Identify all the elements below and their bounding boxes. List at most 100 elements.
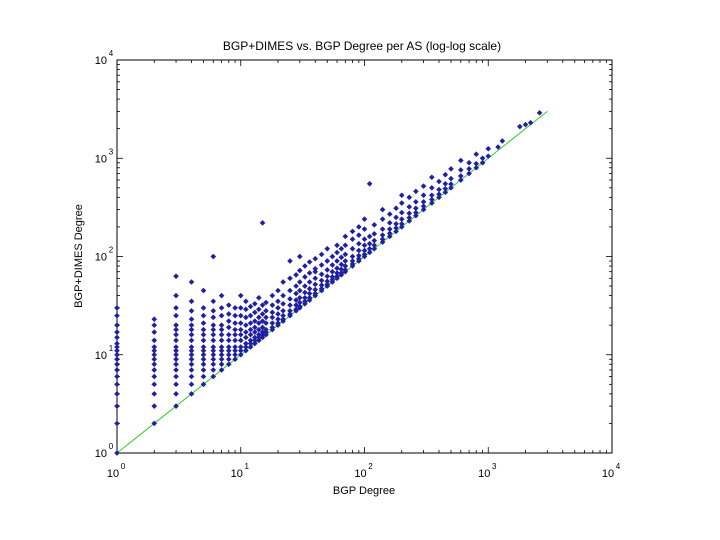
data-point xyxy=(287,296,293,302)
data-point xyxy=(420,183,427,190)
data-point xyxy=(420,192,427,199)
data-point xyxy=(232,356,238,363)
data-point xyxy=(479,159,486,166)
data-point xyxy=(114,361,120,368)
x-tick-label: 101 xyxy=(231,462,250,480)
data-point xyxy=(275,287,281,294)
data-point xyxy=(329,262,336,268)
data-point xyxy=(485,145,492,152)
x-tick-exponent: 4 xyxy=(616,462,621,471)
data-point xyxy=(457,157,464,164)
data-point xyxy=(151,329,158,335)
data-point xyxy=(379,226,386,232)
data-point xyxy=(232,347,238,354)
data-point xyxy=(318,277,325,284)
data-point xyxy=(398,200,405,206)
y-tick-label: 100 xyxy=(95,442,114,460)
data-point xyxy=(287,307,293,314)
data-point xyxy=(495,144,501,150)
data-point xyxy=(263,314,269,321)
data-point xyxy=(371,221,378,228)
data-point xyxy=(218,322,225,329)
data-point xyxy=(386,219,393,226)
data-point xyxy=(210,322,217,329)
plot-area xyxy=(114,59,613,456)
data-point xyxy=(306,285,313,292)
data-point xyxy=(225,361,232,368)
data-point xyxy=(218,337,225,344)
data-point xyxy=(386,211,393,218)
data-point xyxy=(379,239,386,246)
data-point xyxy=(386,226,393,232)
data-point xyxy=(269,314,276,321)
data-point xyxy=(287,258,293,264)
data-point xyxy=(173,312,179,319)
data-point xyxy=(210,373,217,380)
data-point xyxy=(379,236,386,243)
data-point xyxy=(232,331,238,338)
data-point xyxy=(306,279,313,285)
data-point xyxy=(255,294,262,301)
data-point xyxy=(251,300,258,307)
data-point xyxy=(210,253,217,260)
data-point xyxy=(338,261,345,268)
data-point xyxy=(218,356,225,363)
data-point xyxy=(466,165,472,172)
x-tick-base: 10 xyxy=(231,468,243,480)
data-point xyxy=(247,303,254,310)
data-point xyxy=(312,275,319,282)
data-point xyxy=(247,337,254,344)
data-point xyxy=(318,282,325,289)
data-point xyxy=(151,381,158,388)
data-point xyxy=(218,347,225,354)
data-point xyxy=(499,138,506,144)
data-point xyxy=(306,294,313,301)
y-tick-exponent: 3 xyxy=(109,147,114,156)
data-point xyxy=(349,261,356,267)
data-point xyxy=(442,185,449,192)
y-tick-exponent: 1 xyxy=(109,344,114,353)
data-point xyxy=(448,181,454,188)
data-point xyxy=(173,344,179,350)
data-point xyxy=(448,184,454,191)
data-point xyxy=(398,216,405,223)
data-point xyxy=(269,302,276,309)
data-point xyxy=(151,373,158,380)
data-point xyxy=(420,198,427,205)
data-point xyxy=(263,320,269,326)
y-tick-base: 10 xyxy=(95,153,107,165)
data-point xyxy=(355,232,362,239)
data-point xyxy=(210,337,217,344)
data-point xyxy=(312,290,319,297)
data-point xyxy=(232,320,238,326)
data-point xyxy=(479,155,486,162)
data-point xyxy=(361,251,368,258)
data-point xyxy=(151,351,158,358)
data-point xyxy=(242,314,249,321)
x-tick-label: 103 xyxy=(478,462,497,480)
data-point xyxy=(114,304,120,311)
data-point xyxy=(173,373,179,380)
data-point xyxy=(173,292,179,299)
data-point xyxy=(114,340,120,347)
data-point xyxy=(296,253,303,260)
data-point xyxy=(361,247,368,254)
data-point xyxy=(232,337,238,344)
data-point xyxy=(188,351,195,358)
data-point xyxy=(225,324,232,331)
data-point xyxy=(259,324,266,331)
data-point xyxy=(406,214,413,221)
data-point xyxy=(242,344,249,350)
data-point xyxy=(218,292,225,299)
data-point xyxy=(334,249,340,256)
data-point xyxy=(269,320,276,326)
data-point xyxy=(342,233,349,240)
data-point xyxy=(355,247,362,254)
data-point xyxy=(338,245,345,252)
data-point xyxy=(448,165,454,172)
data-point xyxy=(237,320,244,326)
data-point xyxy=(251,334,258,341)
data-point xyxy=(114,351,120,358)
data-point xyxy=(379,216,386,223)
data-point xyxy=(412,209,419,216)
